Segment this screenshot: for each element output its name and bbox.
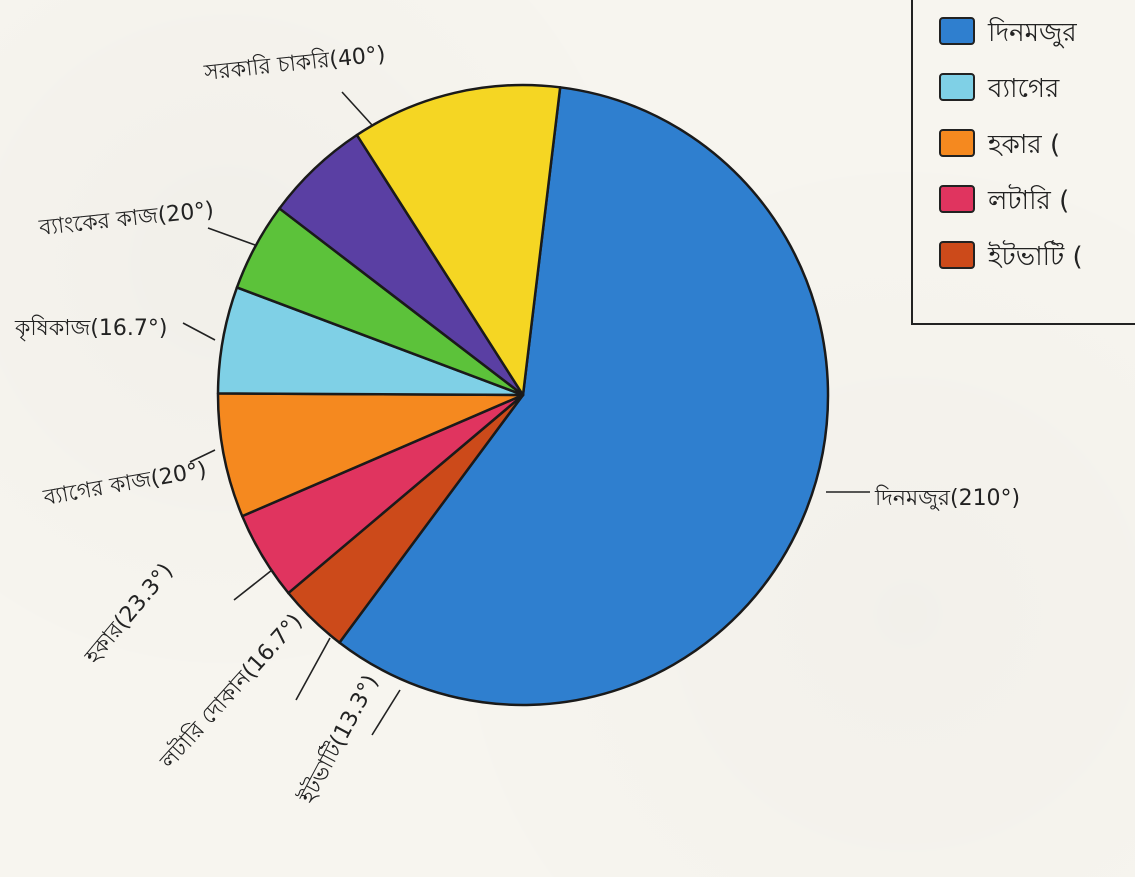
legend-swatch (939, 185, 975, 213)
legend-label: দিনমজুর (987, 17, 1077, 48)
slice-label-name: সরকারি চাকরি (202, 47, 332, 86)
legend: দিনমজুর ব্যাগের হকার ( লটারি ( ইটভাটি ( (911, 0, 1135, 325)
label-arrow-bag (189, 449, 216, 463)
slice-label-name: লটারি দোকান (154, 665, 257, 775)
slice-label-value: (16.7°) (90, 316, 167, 341)
slice-label-value: (210°) (950, 486, 1020, 511)
slice-label-name: কৃষিকাজ (14, 315, 91, 341)
label-arrow-krishi (182, 322, 216, 341)
slice-label-value: (23.3°) (110, 559, 179, 634)
label-arrow-sarkari (341, 91, 373, 126)
legend-label: হকার ( (987, 130, 1060, 160)
legend-label: লটারি ( (987, 184, 1069, 216)
slice-label-name: ব্যাংকের কাজ (37, 204, 160, 241)
slice-label-itbhata: ইটভাটি(13.3°) (293, 670, 384, 809)
legend-box (911, 0, 1135, 325)
slice-label-value: (16.7°) (237, 609, 307, 683)
slice-label-bank: ব্যাংকের কাজ(20°) (37, 198, 215, 241)
pie-slice-hawker (216, 392, 525, 518)
legend-swatch (939, 129, 975, 157)
legend-swatch (939, 241, 975, 269)
slice-label-krishi: কৃষিকাজ(16.7°) (14, 315, 167, 341)
slice-label-value: (20°) (149, 458, 209, 492)
slice-label-din: দিনমজুর(210°) (874, 485, 1020, 512)
slice-label-value: (20°) (157, 198, 215, 229)
pie-slice-din (338, 86, 830, 707)
label-arrow-bank (207, 227, 256, 246)
slice-label-sarkari: সরকারি চাকরি(40°) (202, 41, 387, 86)
slice-label-hawker: হকার(23.3°) (80, 559, 179, 670)
slice-label-bag: ব্যাগের কাজ(20°) (41, 458, 209, 511)
label-arrow-hawker (233, 569, 273, 601)
legend-label: ব্যাগের (987, 74, 1060, 104)
slice-label-name: ব্যাগের কাজ (41, 467, 154, 511)
pie-slices (216, 83, 830, 707)
slice-label-lottery: লটারি দোকান(16.7°) (154, 608, 308, 775)
label-arrow-itbhata (371, 689, 401, 736)
slice-label-name: ইটভাটি (293, 737, 348, 808)
legend-swatch (939, 17, 975, 45)
slice-label-value: (13.3°) (325, 671, 383, 751)
legend-label: ইটভাটি ( (987, 240, 1083, 272)
label-arrow-lottery (295, 637, 331, 701)
legend-swatch (939, 73, 975, 101)
slice-label-value: (40°) (328, 42, 386, 73)
pie-slice-sarkari (355, 83, 562, 397)
slice-label-name: দিনমজুর (874, 485, 951, 512)
